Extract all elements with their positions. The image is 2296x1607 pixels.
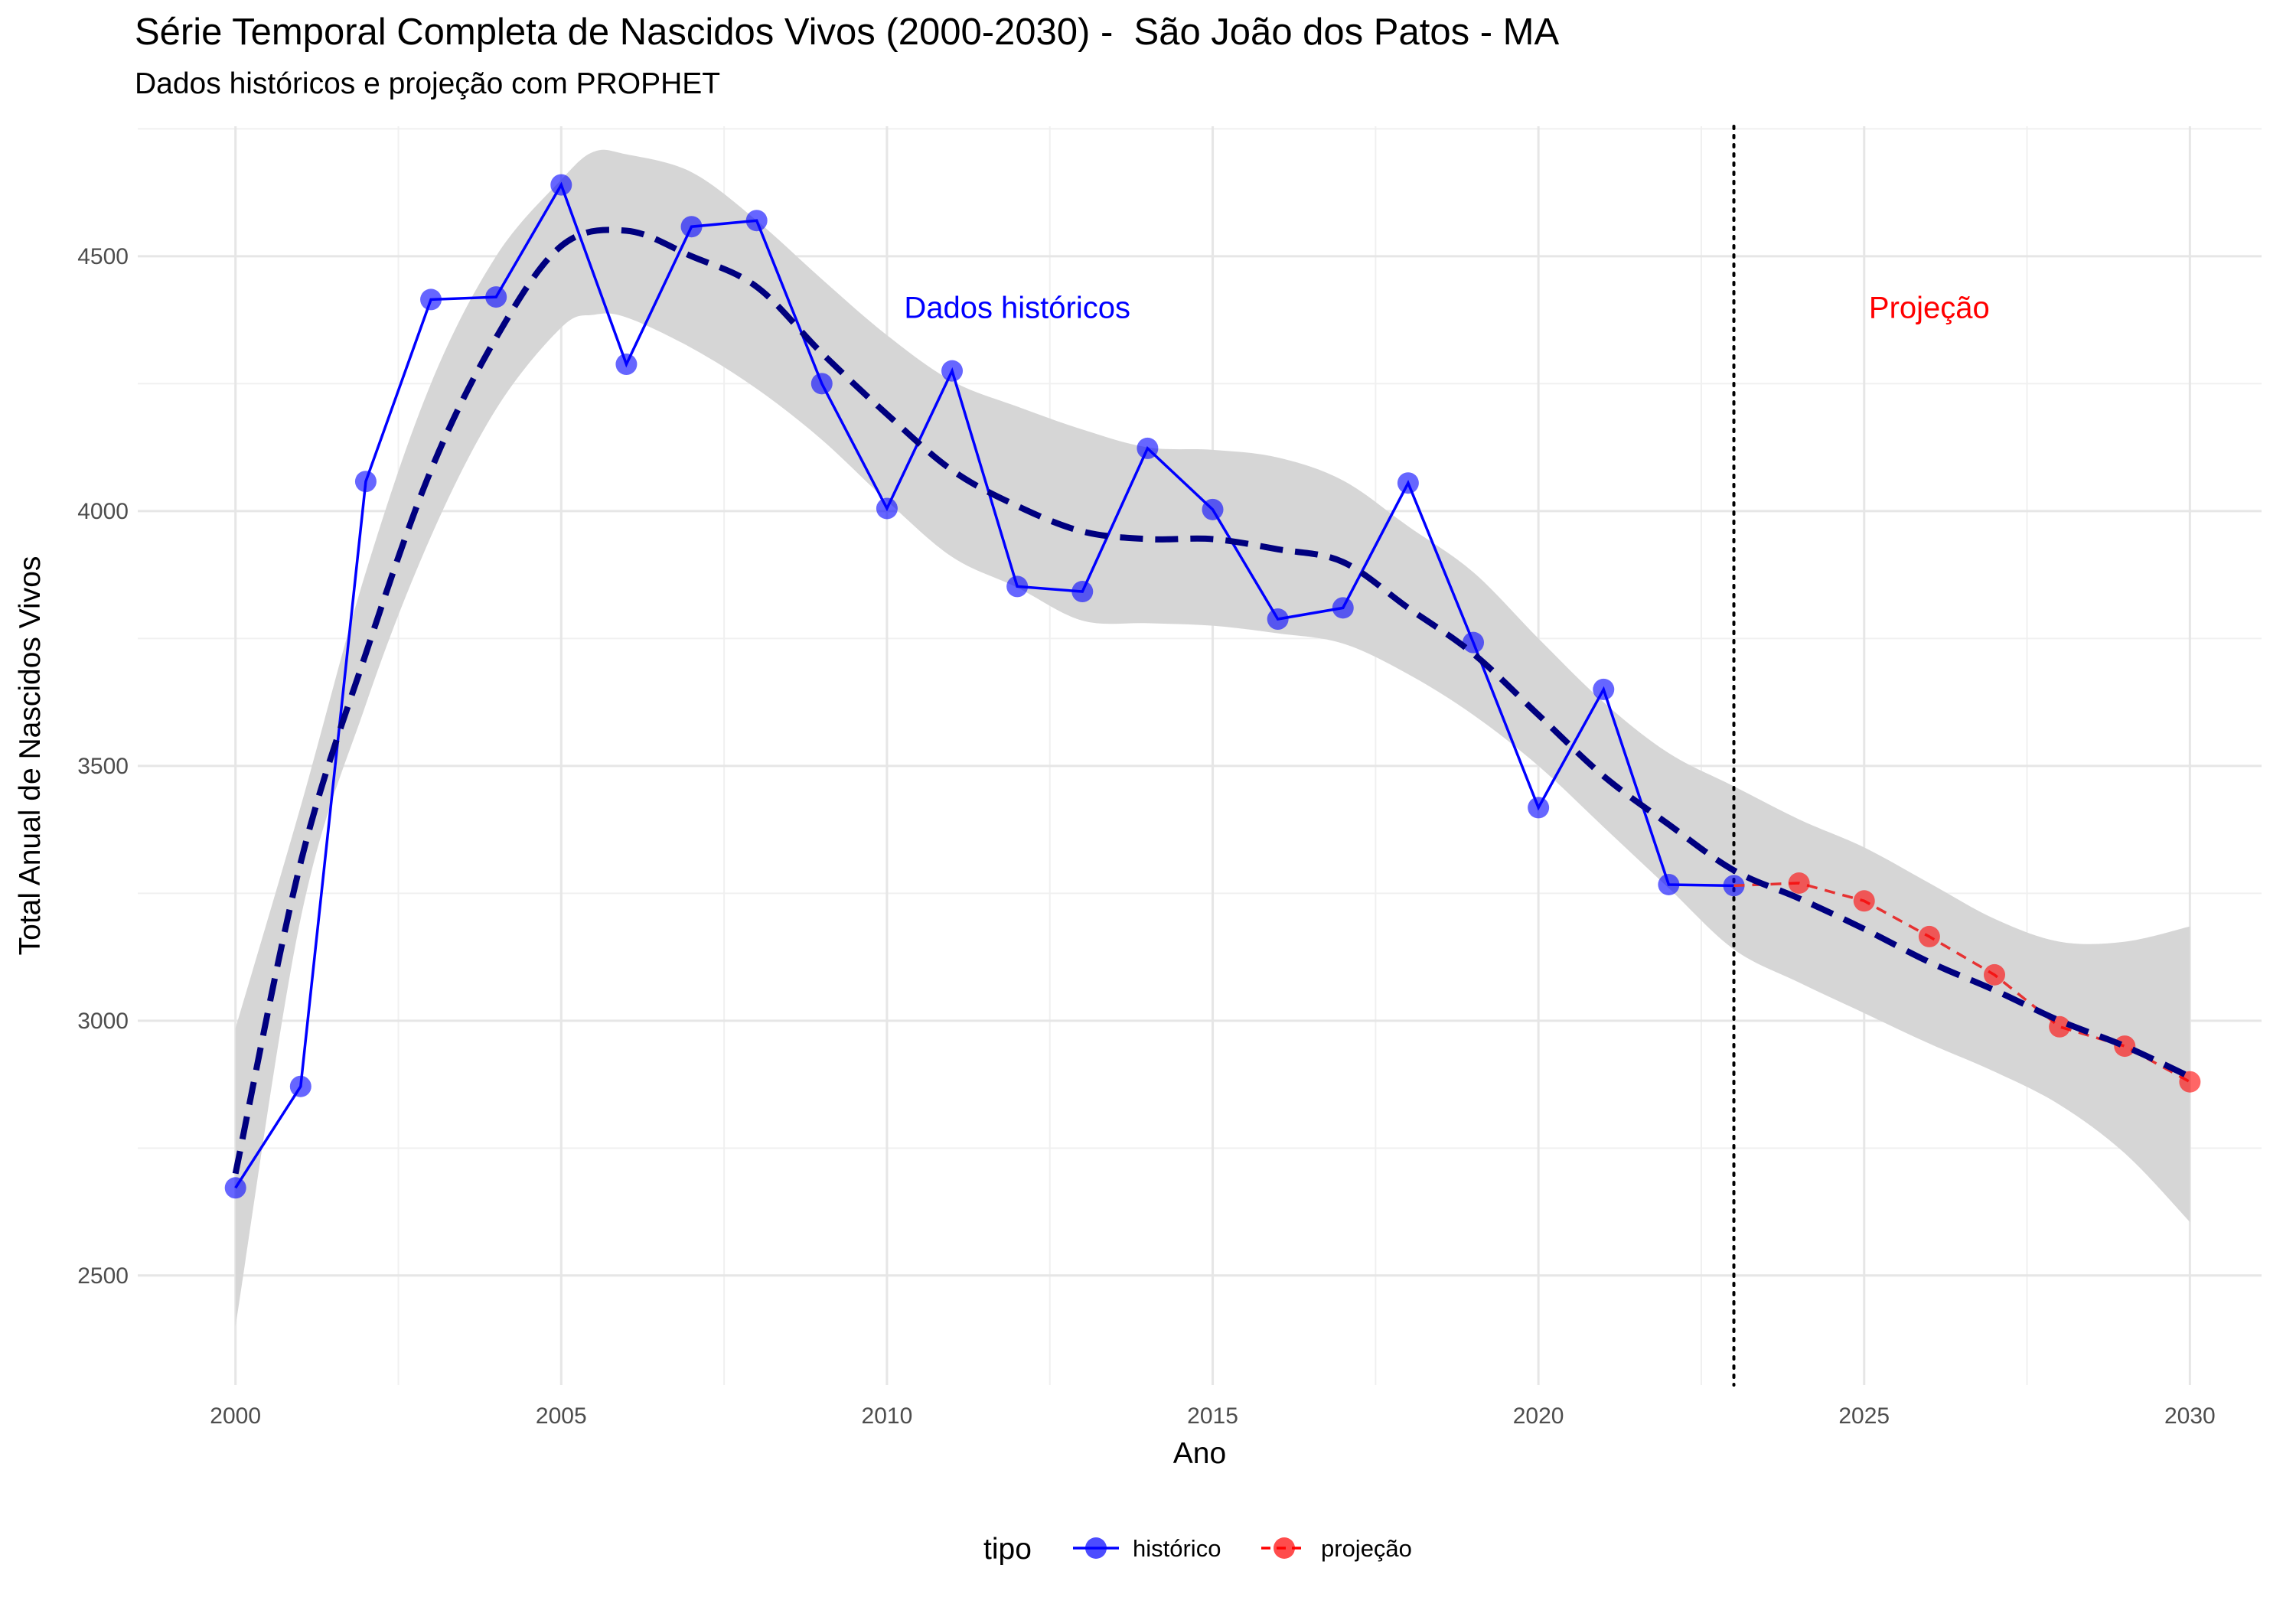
historical-point (1137, 437, 1159, 459)
x-tick-label: 2020 (1513, 1403, 1564, 1429)
historical-point (745, 210, 768, 232)
x-tick-label: 2030 (2164, 1403, 2216, 1429)
historical-point (354, 471, 377, 493)
x-tick-label: 2010 (862, 1403, 913, 1429)
historical-point (1267, 608, 1289, 631)
projection-point (1983, 963, 2005, 986)
annotations: Dados históricos Projeção (904, 291, 1989, 324)
y-tick-label: 3500 (77, 754, 129, 779)
historical-point (224, 1177, 246, 1199)
y-tick-label: 2500 (77, 1263, 129, 1289)
x-tick-label: 2015 (1187, 1403, 1238, 1429)
trend-dashed-line (232, 227, 2192, 1175)
historical-point (1593, 678, 1615, 700)
y-tick-label: 4500 (77, 244, 129, 269)
historical-point (1463, 631, 1485, 654)
legend-key-point (1274, 1537, 1295, 1559)
historical-line (234, 181, 1734, 1189)
x-axis-title: Ano (1173, 1437, 1226, 1470)
historical-point (810, 373, 833, 395)
legend-label: histórico (1133, 1535, 1221, 1562)
projection-point (1853, 890, 1875, 912)
chart-title: Série Temporal Completa de Nascidos Vivo… (135, 11, 1560, 53)
historical-point (1528, 797, 1550, 819)
historical-point (1006, 575, 1029, 598)
historical-point (289, 1075, 311, 1097)
axes: 2000 2005 2010 2015 2020 2025 2030 2500 3000 3500… (14, 244, 2216, 1470)
historical-point (550, 174, 572, 196)
annotation-label: Dados históricos (904, 291, 1130, 324)
historical-point (615, 354, 638, 376)
y-tick-label: 3000 (77, 1009, 129, 1034)
y-axis-title: Total Anual de Nascidos Vivos (14, 556, 47, 956)
historical-point (420, 288, 442, 311)
historical-point (1658, 873, 1680, 895)
historical-point (941, 360, 964, 382)
y-tick-label: 4000 (77, 499, 129, 524)
legend: tipo histórico projeção (983, 1533, 1412, 1566)
legend-title: tipo (983, 1533, 1032, 1566)
chart-subtitle: Dados históricos e projeção com PROPHET (135, 67, 721, 100)
data-series (224, 174, 2201, 1199)
projection-point (2179, 1071, 2201, 1093)
annotation-label: Projeção (1869, 291, 1990, 324)
historical-point (1202, 498, 1224, 520)
trend-line (232, 227, 2192, 1175)
x-tick-label: 2025 (1838, 1403, 1890, 1429)
historical-point (876, 497, 898, 520)
historical-point (680, 216, 703, 238)
historical-point (1071, 581, 1094, 603)
grid-lines (138, 126, 2262, 1385)
historical-point (1332, 597, 1354, 619)
projection-point (1788, 872, 1810, 894)
legend-key-point (1085, 1537, 1107, 1559)
x-tick-label: 2005 (536, 1403, 587, 1429)
x-tick-label: 2000 (210, 1403, 261, 1429)
projection-point (1918, 925, 1940, 947)
historical-point (1397, 472, 1419, 494)
historical-point (485, 286, 507, 308)
legend-label: projeção (1321, 1535, 1412, 1562)
